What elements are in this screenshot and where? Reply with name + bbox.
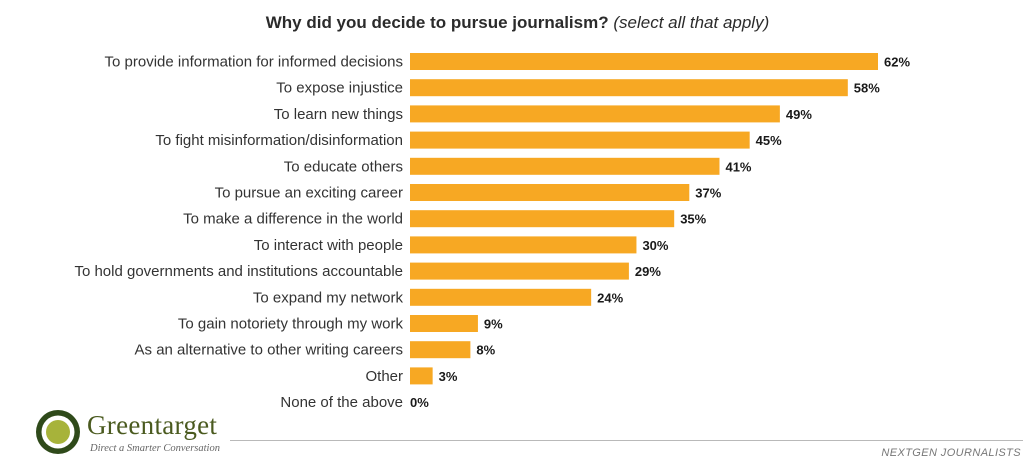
bar <box>410 341 471 359</box>
value-label: 58% <box>854 81 880 96</box>
bar <box>410 288 592 306</box>
bar <box>410 157 720 175</box>
category-label: To make a difference in the world <box>183 211 403 228</box>
brand-tagline: Direct a Smarter Conversation <box>90 443 220 454</box>
value-label: 37% <box>695 186 721 201</box>
value-label: 0% <box>410 395 429 410</box>
category-label: Other <box>365 368 403 385</box>
chart-title-main: Why did you decide to pursue journalism? <box>265 13 609 32</box>
category-label: As an alternative to other writing caree… <box>135 342 403 359</box>
chart-title: Why did you decide to pursue journalism?… <box>0 13 1035 33</box>
value-label: 41% <box>725 159 751 174</box>
category-label: To expand my network <box>253 289 404 306</box>
footer-source: NEXTGEN JOURNALISTS <box>881 447 1021 459</box>
value-label: 8% <box>476 343 495 358</box>
bar <box>410 79 848 97</box>
bar <box>410 105 780 123</box>
value-label: 62% <box>884 55 910 70</box>
footer-divider <box>230 440 1023 441</box>
category-label: None of the above <box>280 394 403 411</box>
bar <box>410 210 675 228</box>
value-label: 9% <box>484 317 503 332</box>
bar <box>410 236 637 254</box>
value-label: 24% <box>597 290 623 305</box>
category-label: To pursue an exciting career <box>215 185 403 202</box>
target-logo-icon <box>36 410 80 454</box>
value-label: 3% <box>439 369 458 384</box>
category-label: To educate others <box>284 158 403 175</box>
category-label: To fight misinformation/disinformation <box>155 132 403 149</box>
brand-name: Greentarget <box>87 410 218 440</box>
bar <box>410 262 629 280</box>
bar-chart: To provide information for informed deci… <box>74 53 910 411</box>
chart-title-sub: (select all that apply) <box>613 13 770 32</box>
category-label: To provide information for informed deci… <box>105 54 403 71</box>
category-label: To gain notoriety through my work <box>178 316 404 333</box>
bar <box>410 315 478 332</box>
value-label: 30% <box>642 238 668 253</box>
category-label: To learn new things <box>274 106 403 123</box>
bar <box>410 53 878 70</box>
value-label: 29% <box>635 264 661 279</box>
value-label: 49% <box>786 107 812 122</box>
category-label: To interact with people <box>254 237 403 254</box>
value-label: 45% <box>756 133 782 148</box>
bar <box>410 131 750 149</box>
value-label: 35% <box>680 212 706 227</box>
category-label: To hold governments and institutions acc… <box>74 263 403 280</box>
bar <box>410 367 433 385</box>
bar <box>410 184 690 201</box>
category-label: To expose injustice <box>276 80 403 97</box>
